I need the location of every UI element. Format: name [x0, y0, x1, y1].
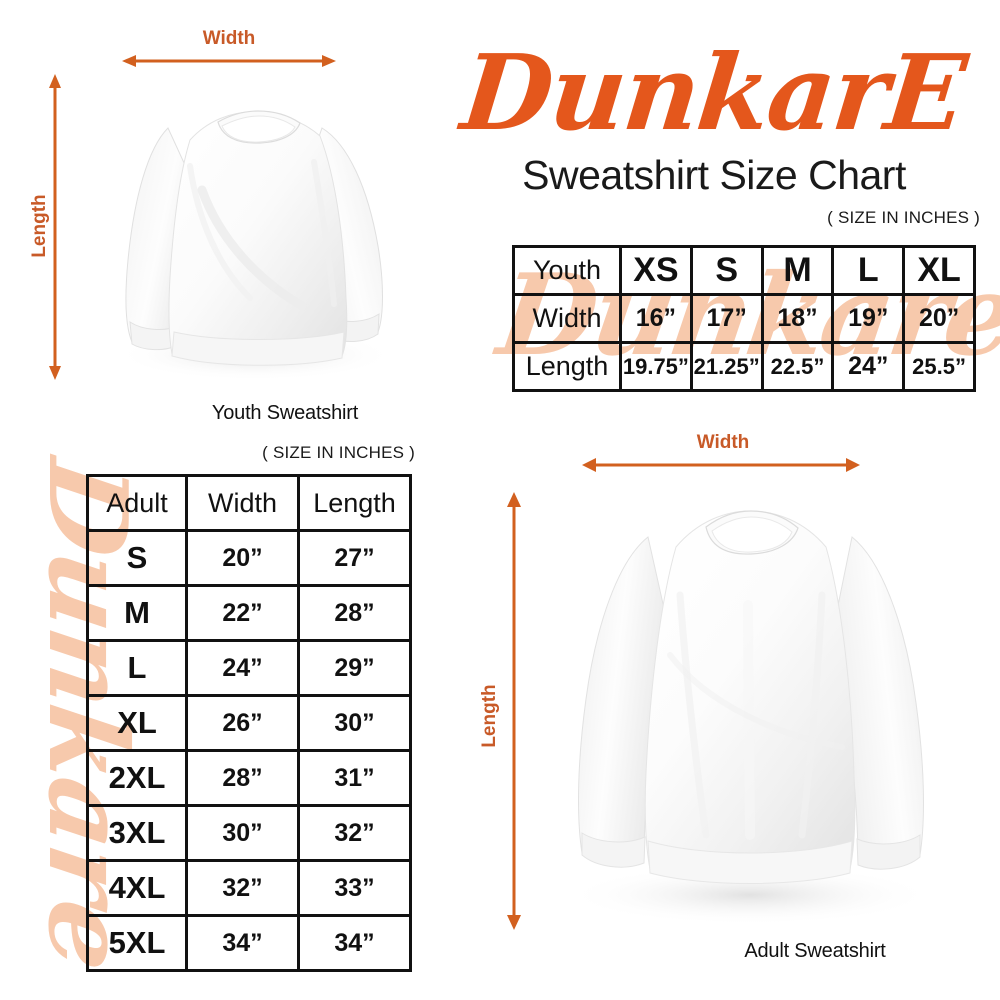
adult-width-cell: 28” [185, 749, 300, 807]
youth-units-note: ( SIZE IN INCHES ) [827, 208, 980, 227]
adult-sweatshirt-graphic [565, 510, 935, 925]
table-row: 3XL 30” 32” [86, 804, 412, 862]
adult-table-header: Adult [86, 474, 188, 532]
adult-size-cell: 5XL [86, 914, 188, 972]
youth-sweatshirt-image [90, 70, 410, 390]
page-title: Sweatshirt Size Chart [522, 152, 906, 198]
youth-width-cell: 17” [689, 293, 764, 344]
youth-width-cell: 18” [760, 293, 835, 344]
table-row: Length 19.75” 21.25” 22.5” 24” 25.5” [512, 341, 976, 392]
table-row: Width 16” 17” 18” 19” 20” [512, 293, 976, 344]
adult-length-cell: 31” [297, 749, 412, 807]
adult-length-cell: 28” [297, 584, 412, 642]
adult-width-cell: 24” [185, 639, 300, 697]
youth-table-corner: Youth [512, 245, 622, 296]
adult-size-cell: 3XL [86, 804, 188, 862]
adult-size-table: Adult Width Length S 20” 27” M 22” 28” L… [86, 474, 412, 972]
youth-size-header: XL [902, 245, 976, 296]
youth-width-label: Width [202, 28, 256, 49]
adult-size-cell: 4XL [86, 859, 188, 917]
adult-width-arrow [582, 458, 860, 472]
adult-length-cell: 34” [297, 914, 412, 972]
youth-sweatshirt-caption: Youth Sweatshirt [211, 402, 359, 424]
adult-sweatshirt-image [530, 485, 970, 935]
adult-size-cell: L [86, 639, 188, 697]
youth-width-cell: 16” [619, 293, 693, 344]
youth-length-cell: 24” [831, 341, 906, 392]
adult-width-cell: 34” [185, 914, 300, 972]
adult-width-cell: 22” [185, 584, 300, 642]
table-row: S 20” 27” [86, 529, 412, 587]
adult-table-header: Length [297, 474, 412, 532]
adult-units-note: ( SIZE IN INCHES ) [262, 443, 415, 462]
youth-length-arrow [49, 74, 61, 380]
table-row: M 22” 28” [86, 584, 412, 642]
youth-row-label: Width [512, 293, 622, 344]
table-row: 5XL 34” 34” [86, 914, 412, 972]
adult-table-header: Width [185, 474, 300, 532]
table-row: Youth XS S M L XL [512, 245, 976, 296]
youth-size-header: S [689, 245, 764, 296]
adult-size-cell: M [86, 584, 188, 642]
youth-width-cell: 20” [902, 293, 976, 344]
table-row: L 24” 29” [86, 639, 412, 697]
adult-length-cell: 29” [297, 639, 412, 697]
youth-size-table: Youth XS S M L XL Width 16” 17” 18” 19” … [512, 245, 976, 392]
adult-size-cell: S [86, 529, 188, 587]
youth-width-cell: 19” [831, 293, 906, 344]
adult-sweatshirt-caption: Adult Sweatshirt [744, 940, 886, 962]
table-row: 4XL 32” 33” [86, 859, 412, 917]
adult-width-cell: 26” [185, 694, 300, 752]
table-row: 2XL 28” 31” [86, 749, 412, 807]
adult-length-cell: 27” [297, 529, 412, 587]
table-row: XL 26” 30” [86, 694, 412, 752]
adult-width-cell: 30” [185, 804, 300, 862]
youth-width-arrow [122, 55, 336, 67]
youth-length-cell: 19.75” [619, 341, 693, 392]
adult-length-cell: 32” [297, 804, 412, 862]
adult-width-label: Width [696, 432, 750, 453]
youth-length-cell: 21.25” [689, 341, 764, 392]
youth-size-header: XS [619, 245, 693, 296]
youth-sweatshirt-graphic [115, 110, 395, 381]
youth-row-label: Length [512, 341, 622, 392]
adult-width-cell: 20” [185, 529, 300, 587]
adult-length-cell: 33” [297, 859, 412, 917]
adult-length-cell: 30” [297, 694, 412, 752]
table-row: Adult Width Length [86, 474, 412, 532]
adult-length-label: Length [479, 684, 500, 748]
adult-size-cell: 2XL [86, 749, 188, 807]
youth-size-header: M [760, 245, 835, 296]
adult-size-cell: XL [86, 694, 188, 752]
adult-width-cell: 32” [185, 859, 300, 917]
adult-length-arrow [507, 492, 521, 930]
youth-size-header: L [831, 245, 906, 296]
youth-length-cell: 25.5” [902, 341, 976, 392]
brand-logo: DunkarE [456, 31, 971, 154]
youth-length-cell: 22.5” [760, 341, 835, 392]
